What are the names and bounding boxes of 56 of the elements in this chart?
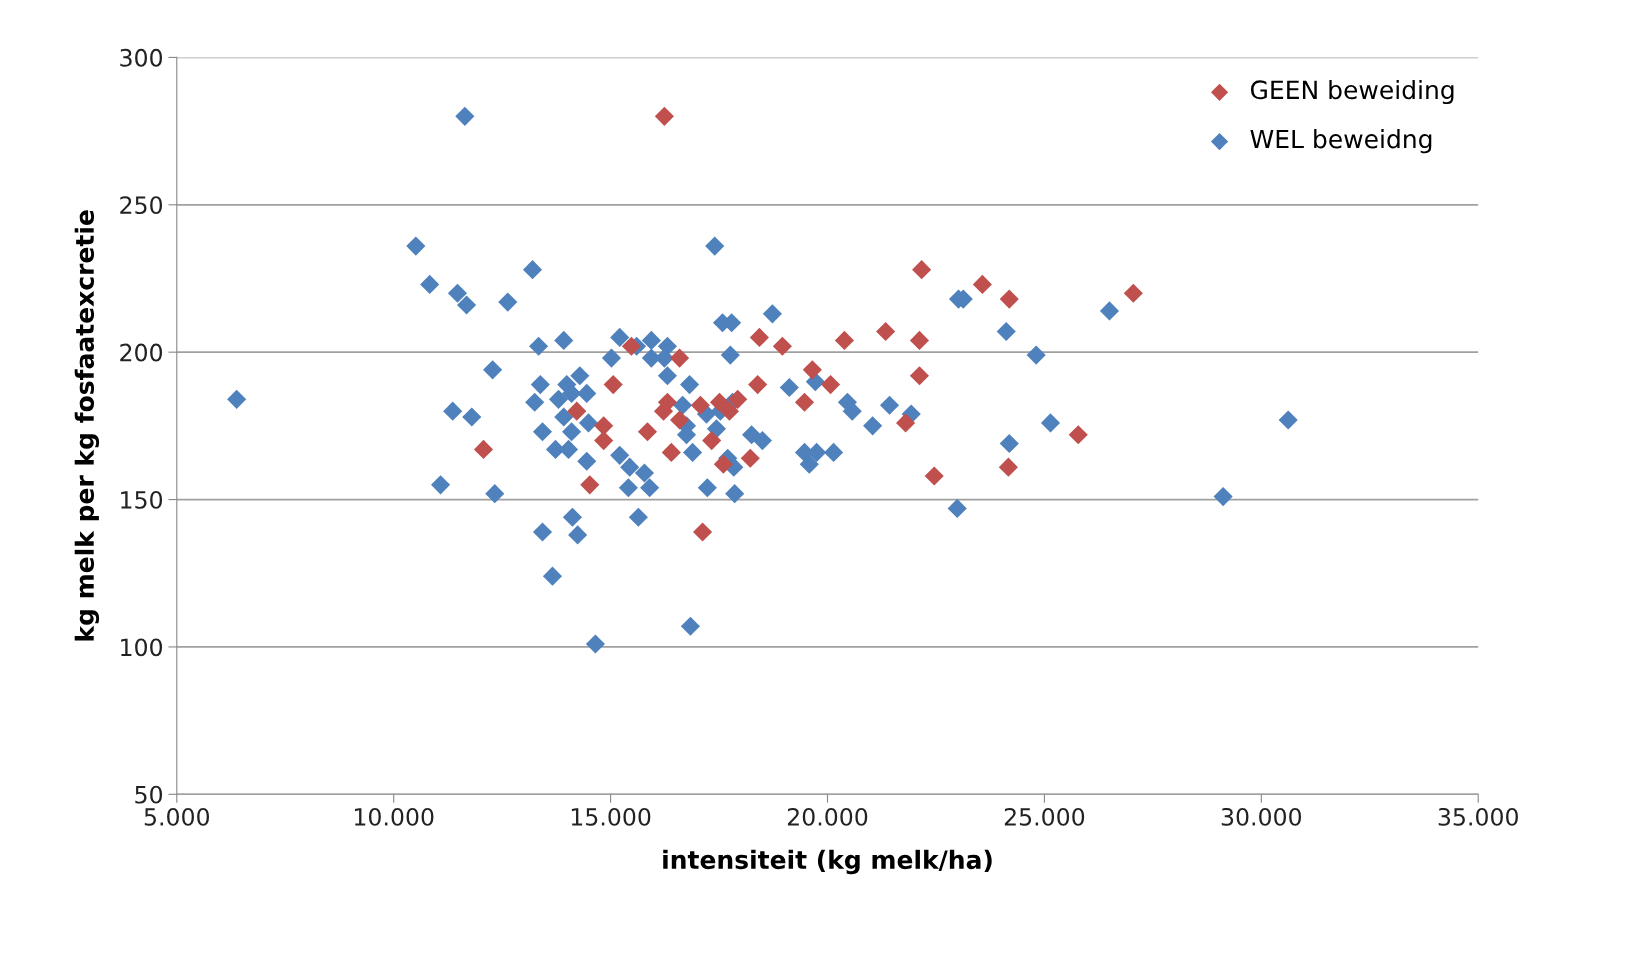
- point: [794, 392, 815, 412]
- point: [748, 375, 768, 395]
- point: [1068, 425, 1088, 445]
- point: [896, 413, 916, 433]
- x-tick-label: 10.000: [354, 807, 434, 826]
- x-tick-label: 30.000: [1221, 807, 1302, 826]
- point: [820, 375, 841, 395]
- point: [1123, 283, 1143, 303]
- point: [909, 330, 930, 350]
- x-tick-label: 15.000: [571, 807, 651, 826]
- point: [621, 336, 641, 356]
- point: [594, 431, 614, 451]
- point: [749, 327, 769, 348]
- point: [693, 522, 713, 542]
- point: [661, 442, 681, 462]
- point: [912, 260, 932, 280]
- point: [709, 392, 730, 412]
- y-tick-label: 250: [120, 196, 163, 215]
- x-tick-label: 35.000: [1438, 807, 1518, 826]
- point: [713, 454, 733, 474]
- point: [876, 321, 896, 342]
- x-tick-label: 20.000: [787, 807, 868, 826]
- point: [567, 401, 587, 421]
- point: [772, 336, 792, 356]
- legend-label: GEEN beweiding: [1250, 79, 1454, 105]
- point: [654, 106, 674, 126]
- point: [719, 401, 740, 421]
- point: [909, 366, 930, 386]
- y-axis-title: kg melk per kg fosfaatexcretie: [74, 210, 100, 641]
- y-tick-label: 50: [135, 785, 163, 804]
- y-tick-label: 200: [120, 343, 163, 362]
- point: [637, 422, 658, 442]
- point: [972, 274, 992, 294]
- point: [670, 348, 690, 368]
- point: [594, 416, 614, 436]
- point: [473, 439, 494, 460]
- point: [999, 289, 1019, 309]
- x-axis-title: intensiteit (kg melk/ha): [663, 849, 992, 875]
- legend-label: WEL beweidng: [1250, 129, 1432, 154]
- point: [740, 448, 760, 468]
- point: [670, 410, 690, 430]
- point: [702, 431, 722, 451]
- x-tick-label: 5.000: [144, 807, 210, 826]
- x-tick-label: 25.000: [1004, 807, 1085, 826]
- point: [603, 375, 623, 395]
- point: [924, 466, 944, 486]
- y-tick-label: 100: [121, 638, 163, 657]
- point: [580, 475, 600, 495]
- point: [998, 457, 1018, 477]
- y-tick-label: 300: [120, 48, 163, 67]
- point: [690, 395, 710, 415]
- point: [802, 360, 822, 380]
- point: [653, 401, 674, 421]
- point: [728, 389, 748, 409]
- y-tick-label: 150: [121, 491, 163, 509]
- point: [834, 330, 854, 350]
